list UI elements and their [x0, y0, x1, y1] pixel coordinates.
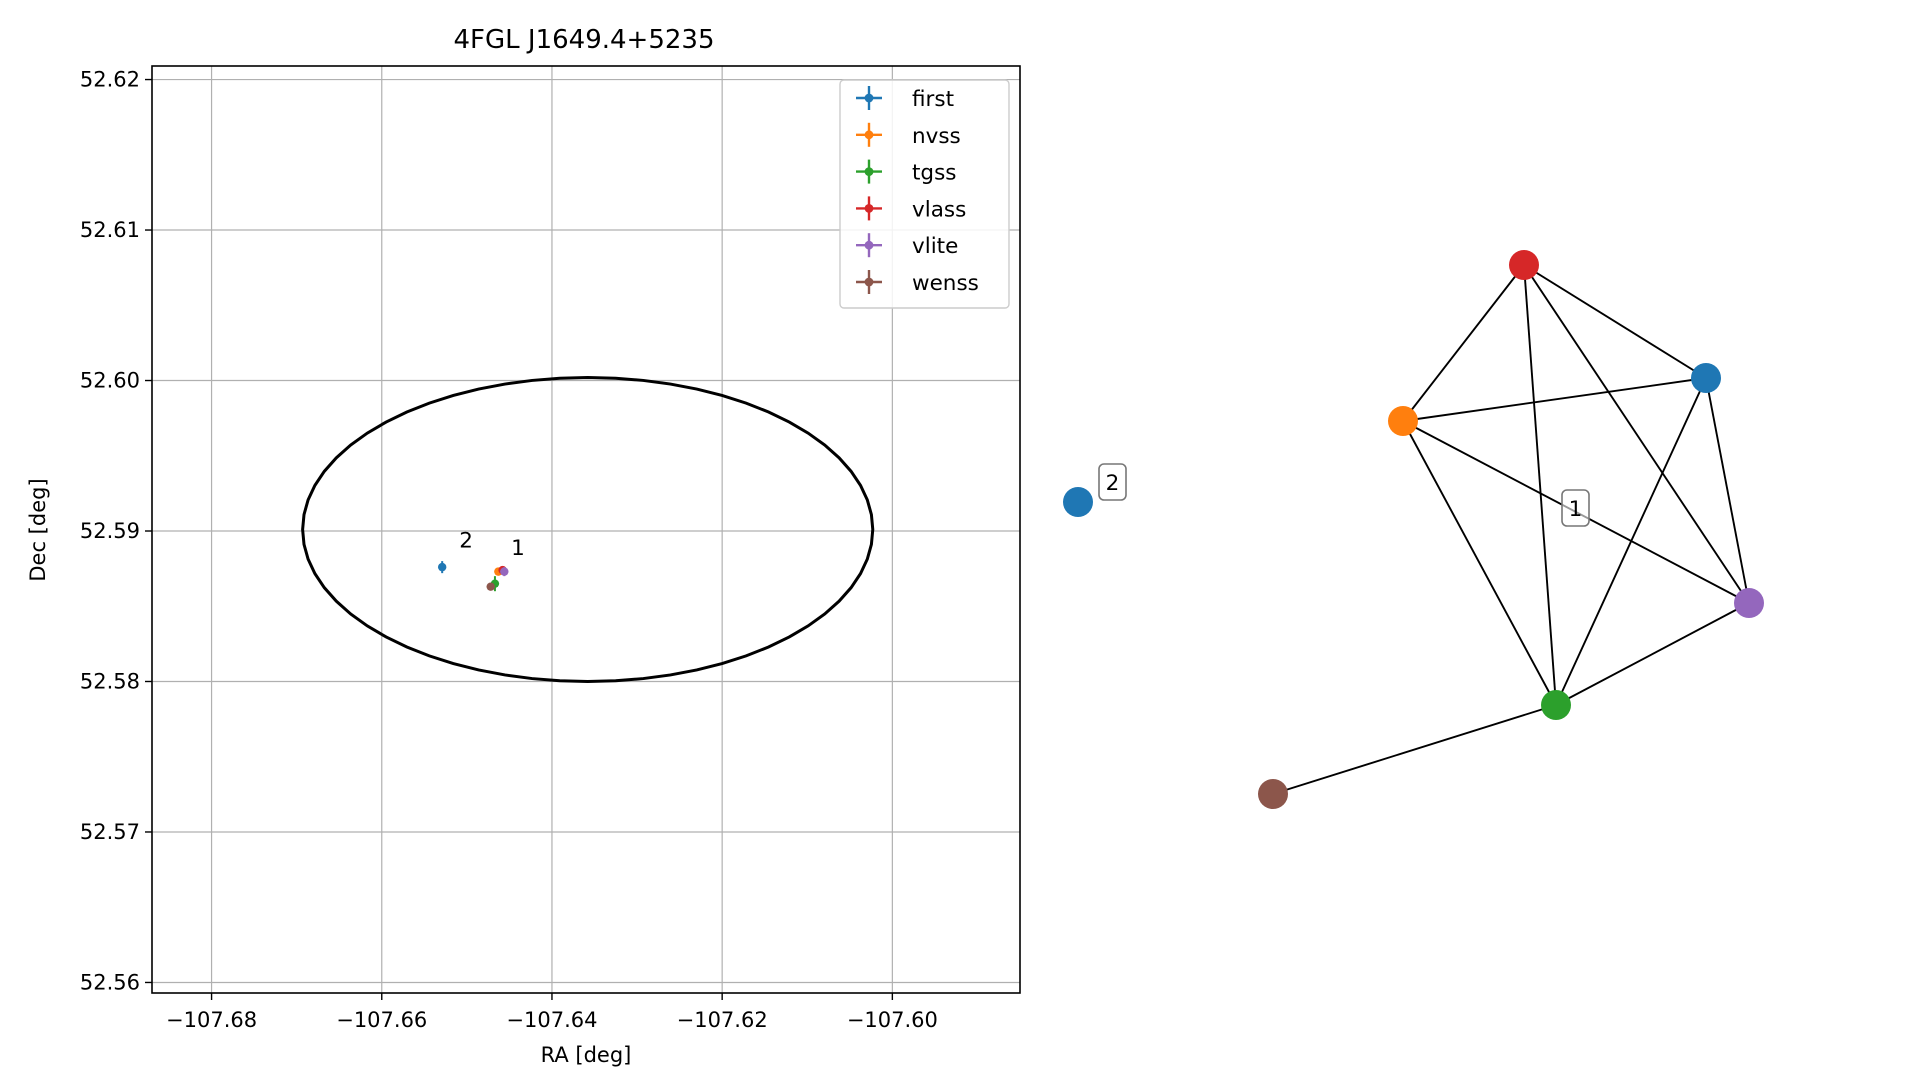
network-label-text: 2	[1106, 471, 1120, 496]
legend-swatch-marker	[864, 204, 874, 213]
x-axis-ticks: −107.68 −107.66 −107.64 −107.62 −107.60	[166, 993, 938, 1032]
legend-label: tgss	[912, 161, 956, 186]
legend-label: first	[912, 87, 954, 112]
x-tick-label: −107.66	[336, 1008, 427, 1032]
network-edge	[1523, 264, 1750, 604]
legend-swatch-marker	[864, 130, 874, 140]
network-label-text: 1	[1569, 497, 1583, 522]
y-axis-label: Dec [deg]	[26, 478, 50, 581]
network-edge	[1523, 264, 1707, 379]
legend-label: nvss	[912, 124, 961, 149]
y-tick-label: 52.60	[80, 369, 140, 393]
legend: first nvss tgss vlass vlite wenss	[839, 79, 1010, 309]
y-tick-label: 52.62	[80, 68, 140, 92]
chart-title: 4FGL J1649.4+5235	[454, 25, 715, 55]
source-point-vlite	[500, 567, 509, 577]
y-tick-label: 52.56	[80, 970, 140, 994]
network-edges	[1272, 264, 1750, 795]
y-tick-label: 52.59	[80, 519, 140, 543]
y-tick-label: 52.58	[80, 669, 140, 693]
source-point-first	[437, 561, 447, 574]
source-annotation: 2	[459, 529, 473, 554]
network-edge	[1555, 377, 1707, 706]
marker	[437, 562, 447, 572]
network-node-green	[1541, 690, 1571, 720]
legend-label: vlass	[912, 197, 966, 222]
legend-item-tgss: tgss	[856, 159, 956, 186]
localization-ellipse	[301, 376, 875, 683]
legend-item-vlass: vlass	[856, 196, 966, 222]
legend-swatch-marker	[864, 167, 874, 177]
network-graph: 1 2	[1063, 250, 1764, 809]
source-annotation: 1	[511, 536, 525, 561]
network-edge	[1705, 377, 1750, 604]
source-point-wenss	[486, 582, 495, 591]
legend-label: wenss	[912, 271, 979, 296]
network-node-blue	[1691, 363, 1721, 393]
legend-item-first: first	[856, 86, 954, 112]
legend-swatch-marker	[864, 93, 874, 103]
network-label-box	[1561, 489, 1590, 527]
legend-item-wenss: wenss	[856, 270, 979, 296]
legend-item-nvss: nvss	[856, 122, 961, 149]
network-label-2: 2	[1098, 463, 1127, 501]
y-tick-label: 52.57	[80, 820, 140, 844]
plot-area	[151, 65, 1021, 994]
network-node-orange	[1388, 406, 1418, 436]
y-axis-ticks: 52.56 52.57 52.58 52.59 52.60 52.61 52.62	[80, 68, 152, 994]
x-tick-label: −107.60	[847, 1008, 938, 1032]
legend-swatch-marker	[864, 277, 874, 287]
legend-item-vlite: vlite	[856, 233, 958, 259]
legend-entries: first nvss tgss vlass vlite wenss	[856, 86, 979, 296]
legend-swatch-marker	[864, 240, 874, 250]
x-tick-label: −107.64	[506, 1008, 597, 1032]
network-label-box	[1098, 463, 1127, 501]
y-tick-label: 52.61	[80, 218, 140, 242]
network-node-brown	[1258, 779, 1288, 809]
marker	[486, 582, 495, 591]
network-edge	[1402, 264, 1525, 422]
network-edge	[1555, 602, 1750, 706]
x-tick-label: −107.62	[677, 1008, 768, 1032]
network-edge	[1402, 377, 1707, 422]
network-node-red	[1509, 250, 1539, 280]
network-edge	[1272, 704, 1557, 795]
x-tick-label: −107.68	[166, 1008, 257, 1032]
legend-frame	[839, 79, 1010, 309]
marker	[500, 567, 509, 576]
source-markers	[437, 561, 509, 592]
network-edge	[1523, 264, 1557, 706]
network-node-purple	[1734, 588, 1764, 618]
legend-label: vlite	[912, 234, 958, 259]
x-axis-label: RA [deg]	[541, 1043, 632, 1067]
network-node-iso	[1063, 487, 1093, 517]
network-label-1: 1	[1561, 489, 1590, 527]
network-nodes	[1063, 250, 1764, 809]
network-edge	[1402, 420, 1557, 706]
